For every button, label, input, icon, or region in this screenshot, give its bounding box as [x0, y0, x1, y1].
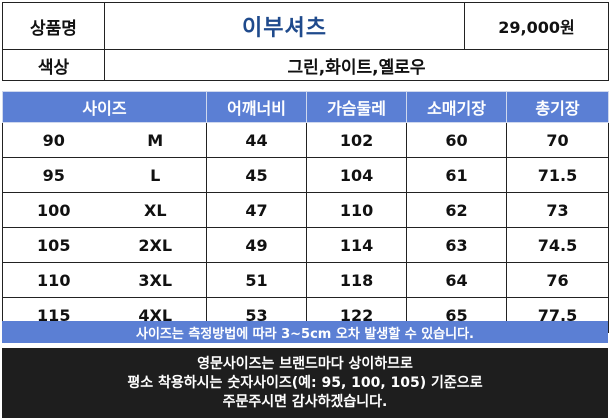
notice-line-3: 주문주시면 감사하겠습니다. — [222, 393, 388, 410]
product-color-row: 색상 그린,화이트,옐로우 — [2, 49, 609, 81]
color-options: 그린,화이트,옐로우 — [104, 49, 609, 81]
sleeve-value: 61 — [406, 157, 508, 193]
header-shoulder: 어깨너비 — [206, 91, 308, 123]
chest-value: 118 — [306, 262, 408, 298]
table-row: 100 XL 47 110 62 73 — [2, 192, 610, 228]
length-value: 73 — [506, 192, 610, 228]
size-number: 95 — [2, 157, 105, 193]
product-name-row: 상품명 이부셔츠 29,000원 — [2, 2, 609, 50]
size-number: 90 — [2, 122, 105, 158]
size-notice: 영문사이즈는 브랜드마다 상이하므로 평소 착용하시는 숫자사이즈(예: 95,… — [2, 348, 608, 418]
chest-value: 104 — [306, 157, 408, 193]
chest-value: 114 — [306, 227, 408, 263]
size-number: 105 — [2, 227, 105, 263]
size-number: 110 — [2, 262, 105, 298]
shoulder-value: 44 — [206, 122, 308, 158]
chest-value: 102 — [306, 122, 408, 158]
length-value: 70 — [506, 122, 610, 158]
notice-line-1: 영문사이즈는 브랜드마다 상이하므로 — [197, 355, 413, 372]
size-table: 사이즈 어깨너비 가슴둘레 소매기장 총기장 90 M 44 102 60 70… — [1, 91, 610, 333]
size-letter: XL — [104, 192, 208, 228]
sleeve-value: 63 — [406, 227, 508, 263]
shoulder-value: 51 — [206, 262, 308, 298]
chest-value: 110 — [306, 192, 408, 228]
product-info-table: 상품명 이부셔츠 29,000원 색상 그린,화이트,옐로우 — [2, 2, 609, 81]
size-letter: L — [104, 157, 208, 193]
table-row: 105 2XL 49 114 63 74.5 — [2, 227, 610, 263]
size-letter: M — [104, 122, 208, 158]
shoulder-value: 45 — [206, 157, 308, 193]
length-value: 76 — [506, 262, 610, 298]
header-sleeve: 소매기장 — [406, 91, 508, 123]
header-size: 사이즈 — [1, 91, 208, 123]
notice-line-2: 평소 착용하시는 숫자사이즈(예: 95, 100, 105) 기준으로 — [127, 374, 483, 391]
product-price: 29,000원 — [464, 2, 609, 50]
product-name-label: 상품명 — [2, 2, 105, 50]
size-table-header: 사이즈 어깨너비 가슴둘레 소매기장 총기장 — [1, 91, 610, 123]
sleeve-value: 62 — [406, 192, 508, 228]
size-number: 100 — [2, 192, 105, 228]
table-row: 110 3XL 51 118 64 76 — [2, 262, 610, 298]
product-name: 이부셔츠 — [104, 2, 465, 50]
table-row: 95 L 45 104 61 71.5 — [2, 157, 610, 193]
measurement-note: 사이즈는 측정방법에 따라 3~5cm 오차 발생할 수 있습니다. — [2, 321, 608, 343]
shoulder-value: 49 — [206, 227, 308, 263]
color-label: 색상 — [2, 49, 105, 81]
table-row: 90 M 44 102 60 70 — [2, 122, 610, 158]
header-chest: 가슴둘레 — [306, 91, 408, 123]
length-value: 74.5 — [506, 227, 610, 263]
sleeve-value: 60 — [406, 122, 508, 158]
length-value: 71.5 — [506, 157, 610, 193]
sleeve-value: 64 — [406, 262, 508, 298]
size-letter: 2XL — [104, 227, 208, 263]
size-letter: 3XL — [104, 262, 208, 298]
header-length: 총기장 — [506, 91, 610, 123]
shoulder-value: 47 — [206, 192, 308, 228]
